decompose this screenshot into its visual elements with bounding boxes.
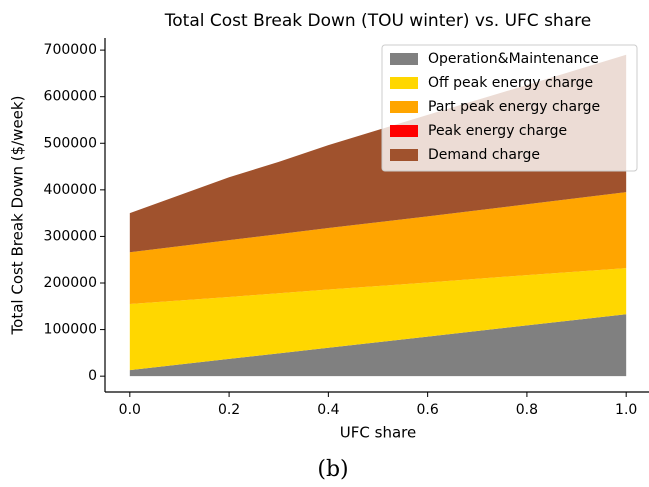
legend-label: Peak energy charge	[428, 123, 567, 139]
x-tick-label: 0.8	[516, 402, 538, 418]
legend-swatch	[390, 125, 418, 137]
legend-label: Part peak energy charge	[428, 99, 600, 115]
area	[129, 192, 627, 304]
legend-label: Operation&Maintenance	[428, 51, 599, 67]
legend-swatch	[390, 101, 418, 113]
legend-label: Demand charge	[428, 147, 540, 163]
legend-swatch	[390, 149, 418, 161]
x-tick-label: 0.2	[218, 402, 240, 418]
x-tick-label: 1.0	[615, 402, 637, 418]
legend-swatch	[390, 53, 418, 65]
x-axis-label: UFC share	[340, 424, 416, 442]
legend-box	[381, 44, 638, 172]
x-tick-label: 0.0	[119, 402, 141, 418]
y-tick-label: 300000	[44, 228, 97, 244]
y-axis-label: Total Cost Break Down ($/week)	[9, 96, 27, 336]
y-tick-label: 0	[88, 368, 97, 384]
y-tick-label: 700000	[44, 42, 97, 58]
x-tick-label: 0.4	[317, 402, 339, 418]
legend-swatch	[390, 77, 418, 89]
area	[129, 314, 627, 377]
y-tick-label: 400000	[44, 182, 97, 198]
legend-label: Off peak energy charge	[428, 75, 593, 91]
chart-title: Total Cost Break Down (TOU winter) vs. U…	[164, 11, 591, 31]
y-tick-label: 200000	[44, 275, 97, 291]
caption: (b)	[317, 457, 348, 482]
y-tick-label: 600000	[44, 89, 97, 105]
y-tick-label: 500000	[44, 135, 97, 151]
area	[129, 268, 627, 371]
x-tick-label: 0.6	[417, 402, 439, 418]
y-tick-label: 100000	[44, 322, 97, 338]
